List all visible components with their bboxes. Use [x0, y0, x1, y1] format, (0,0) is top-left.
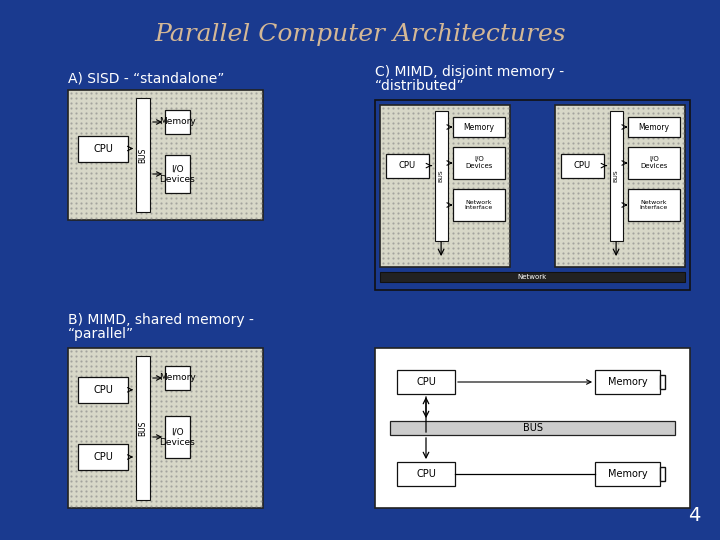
Bar [375, 100, 690, 290]
Bar [660, 467, 665, 481]
Bar [78, 377, 128, 403]
Text: CPU: CPU [574, 161, 591, 170]
Bar [165, 110, 190, 134]
Text: BUS: BUS [438, 170, 444, 183]
Text: I/O
Devices: I/O Devices [465, 157, 492, 170]
Bar [453, 147, 505, 179]
Bar [68, 90, 263, 220]
Bar [610, 111, 623, 241]
Text: B) MIMD, shared memory -: B) MIMD, shared memory - [68, 313, 254, 327]
Bar [68, 348, 263, 508]
Text: Memory: Memory [639, 123, 670, 132]
Bar [375, 348, 690, 508]
Text: “parallel”: “parallel” [68, 327, 134, 341]
Bar [453, 117, 505, 137]
Bar [136, 98, 150, 212]
Bar [555, 105, 685, 267]
Bar [628, 147, 680, 179]
Bar [628, 117, 680, 137]
Text: Network
Interface: Network Interface [464, 200, 493, 211]
Text: “distributed”: “distributed” [375, 79, 464, 93]
Text: CPU: CPU [93, 144, 113, 153]
Bar [561, 153, 603, 178]
Text: CPU: CPU [416, 469, 436, 479]
Bar [165, 416, 190, 458]
Text: CPU: CPU [93, 385, 113, 395]
Bar [380, 272, 685, 282]
Text: BUS: BUS [138, 420, 148, 436]
Bar [165, 155, 190, 193]
Bar [595, 370, 660, 394]
Bar [136, 356, 150, 500]
Bar [660, 375, 665, 389]
Text: BUS: BUS [523, 423, 542, 433]
Bar [78, 136, 128, 161]
Text: Network
Interface: Network Interface [639, 200, 668, 211]
Text: I/O
Devices: I/O Devices [160, 427, 195, 447]
Bar [628, 189, 680, 221]
Text: Memory: Memory [159, 374, 196, 382]
Text: CPU: CPU [399, 161, 416, 170]
Text: CPU: CPU [93, 452, 113, 462]
Bar [380, 105, 510, 267]
Bar [78, 444, 128, 470]
Bar [453, 189, 505, 221]
Text: 4: 4 [688, 506, 700, 525]
Bar [435, 111, 448, 241]
Text: Network: Network [518, 274, 547, 280]
Text: I/O
Devices: I/O Devices [160, 164, 195, 184]
Text: C) MIMD, disjoint memory -: C) MIMD, disjoint memory - [375, 65, 564, 79]
Bar [397, 370, 455, 394]
Text: CPU: CPU [416, 377, 436, 387]
Text: Memory: Memory [159, 118, 196, 126]
Text: I/O
Devices: I/O Devices [640, 157, 667, 170]
Text: Parallel Computer Architectures: Parallel Computer Architectures [154, 24, 566, 46]
Bar [390, 421, 675, 435]
Bar [595, 462, 660, 486]
Text: Memory: Memory [463, 123, 495, 132]
Text: Memory: Memory [608, 469, 647, 479]
Text: BUS: BUS [613, 170, 618, 183]
Text: BUS: BUS [138, 147, 148, 163]
Bar [165, 366, 190, 390]
Bar [397, 462, 455, 486]
Bar [386, 153, 428, 178]
Text: A) SISD - “standalone”: A) SISD - “standalone” [68, 71, 225, 85]
Text: Memory: Memory [608, 377, 647, 387]
